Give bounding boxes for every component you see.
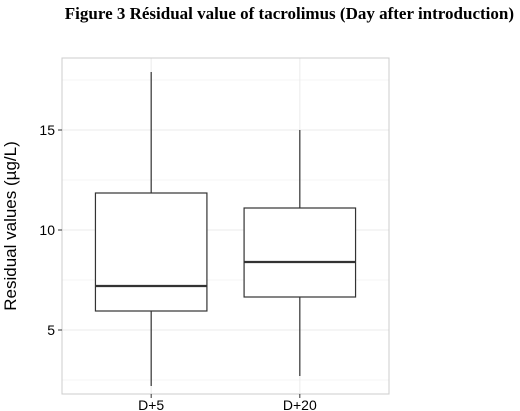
y-axis: 5 10 15 bbox=[39, 122, 62, 338]
iqr-box bbox=[243, 207, 357, 298]
box-d5 bbox=[94, 72, 208, 386]
y-tick-label: 5 bbox=[47, 322, 55, 338]
x-tick-label: D+20 bbox=[283, 397, 317, 411]
box-series bbox=[94, 72, 357, 386]
chart-title: Figure 3 Résidual value of tacrolimus (D… bbox=[64, 4, 514, 23]
iqr-box bbox=[94, 192, 208, 312]
panel-border bbox=[61, 57, 390, 395]
y-tick-label: 15 bbox=[39, 122, 55, 138]
y-tick-label: 10 bbox=[39, 222, 55, 238]
x-tick-label: D+5 bbox=[138, 397, 164, 411]
x-axis: D+5 D+20 bbox=[138, 394, 317, 411]
box-d20 bbox=[243, 130, 357, 376]
y-axis-title: Residual values (µg/L) bbox=[1, 141, 20, 311]
